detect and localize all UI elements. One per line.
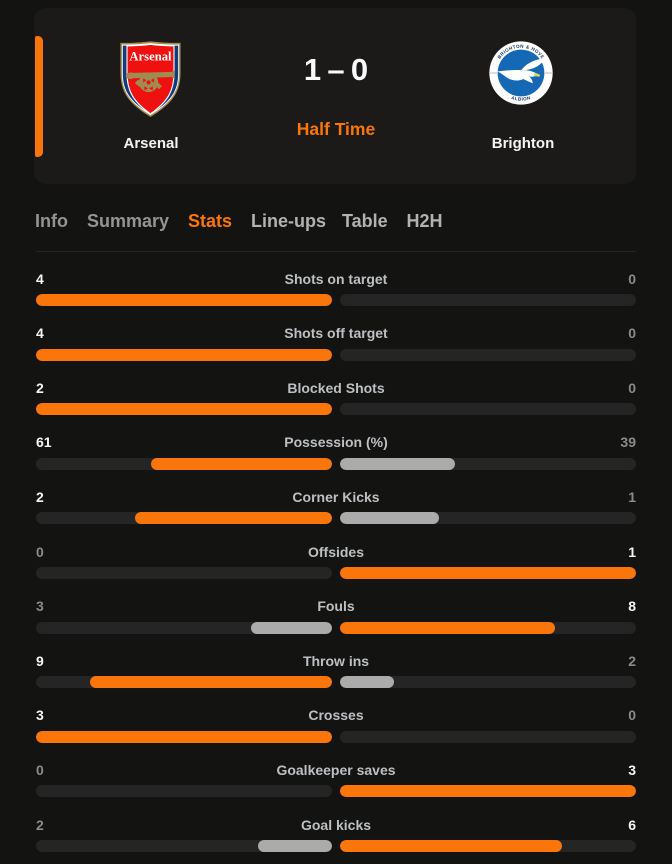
svg-text:Arsenal: Arsenal bbox=[129, 49, 172, 64]
svg-text:ALBION: ALBION bbox=[511, 95, 532, 102]
